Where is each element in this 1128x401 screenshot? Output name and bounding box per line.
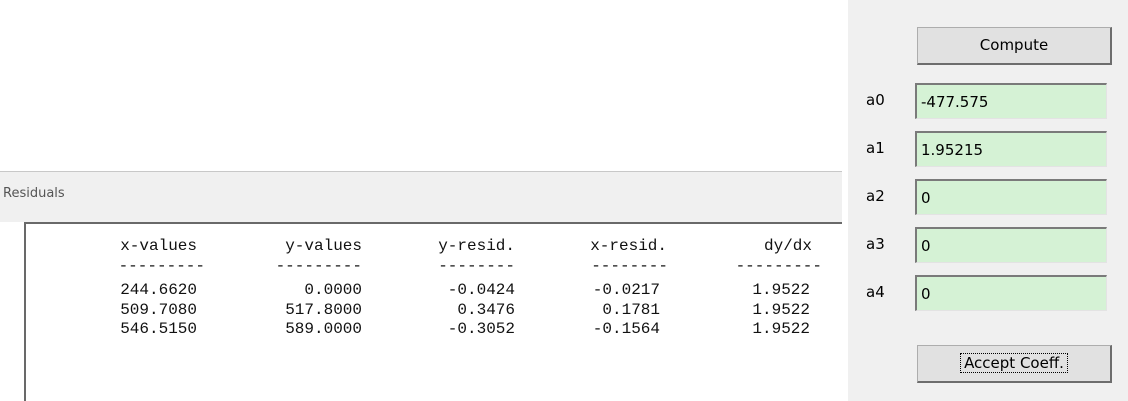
- column-header: y-resid.: [438, 237, 515, 255]
- cell: 244.6620: [120, 281, 197, 299]
- cell: 517.8000: [285, 300, 362, 319]
- separator: ---------: [118, 257, 205, 275]
- coef-label: a1: [866, 139, 885, 157]
- residuals-text: [24, 222, 842, 401]
- coef-input[interactable]: -477.575: [915, 83, 1107, 119]
- cell: 1.9522: [752, 281, 810, 299]
- cell: 509.7080: [120, 300, 197, 319]
- compute-button[interactable]: Compute: [917, 27, 1112, 65]
- cell: 1.9522: [752, 320, 810, 338]
- coef-input[interactable]: 0: [915, 179, 1107, 215]
- accept-label: Accept Coeff.: [960, 353, 1068, 373]
- coef-label: a3: [866, 235, 885, 253]
- cell: 546.5150: [120, 320, 197, 338]
- cell: 0.0000: [304, 281, 362, 299]
- cell: -0.0217: [592, 281, 660, 299]
- residuals-title: Residuals: [3, 186, 65, 201]
- cell: 589.0000: [285, 320, 362, 338]
- column-header: y-values: [285, 237, 362, 255]
- column-header: x-values: [120, 237, 197, 255]
- coef-label: a4: [866, 283, 885, 301]
- coef-label: a0: [866, 91, 885, 109]
- cell: -0.1564: [592, 320, 660, 338]
- coef-input[interactable]: 1.95215: [915, 131, 1107, 167]
- column-header: dy/dx: [763, 237, 812, 255]
- coef-input[interactable]: 0: [915, 275, 1107, 311]
- accept-button[interactable]: Accept Coeff.: [917, 345, 1112, 383]
- cell: -0.0424: [447, 281, 515, 299]
- separator: ---------: [735, 257, 822, 275]
- group-header: [0, 171, 842, 222]
- cell: -0.3052: [447, 320, 515, 338]
- separator: --------: [591, 257, 668, 275]
- cell: 0.3476: [457, 300, 515, 319]
- coef-label: a2: [866, 187, 885, 205]
- column-header: x-resid.: [590, 237, 667, 255]
- separator: ---------: [275, 257, 362, 275]
- coef-input[interactable]: 0: [915, 227, 1107, 263]
- cell: 0.1781: [602, 300, 660, 319]
- cell: 1.9522: [752, 300, 810, 319]
- separator: --------: [438, 257, 515, 275]
